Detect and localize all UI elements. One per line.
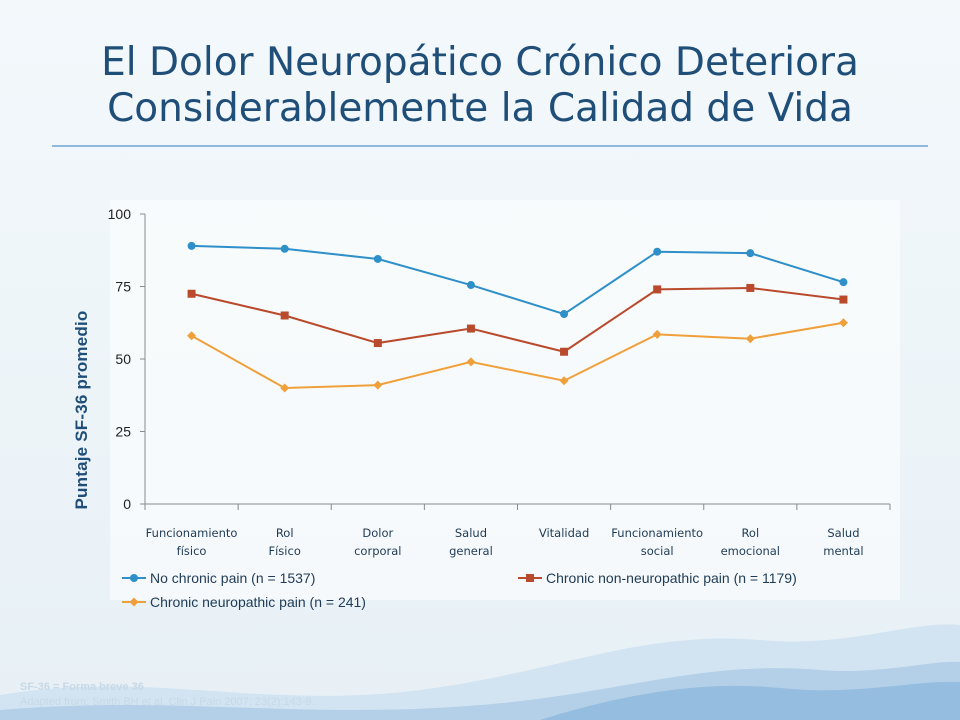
data-point <box>653 247 662 256</box>
footer: SF-36 = Forma breve 36 Adapted from: Smi… <box>20 680 315 710</box>
data-point <box>560 347 569 356</box>
slide-title: El Dolor Neuropático Crónico Deteriora C… <box>0 40 960 132</box>
legend-marker <box>526 574 534 582</box>
data-point <box>746 283 755 292</box>
y-tick-label: 75 <box>115 279 131 295</box>
data-point <box>559 376 569 386</box>
x-tick-label: Funcionamiento <box>611 526 703 540</box>
x-tick-label: corporal <box>354 544 401 558</box>
x-tick-label: general <box>449 544 493 558</box>
x-tick-label: Salud <box>827 526 859 540</box>
title-divider <box>52 145 928 147</box>
data-point <box>466 281 475 290</box>
title-line-2: Considerablemente la Calidad de Vida <box>107 86 853 131</box>
y-tick-label: 25 <box>115 424 131 440</box>
data-point <box>187 289 196 298</box>
x-tick-label: Rol <box>276 526 294 540</box>
legend-marker <box>130 574 138 582</box>
legend-marker <box>129 597 139 607</box>
data-point <box>373 380 383 390</box>
x-tick-label: Rol <box>741 526 759 540</box>
data-point <box>280 383 290 393</box>
data-point <box>187 331 197 341</box>
y-tick-label: 0 <box>123 496 131 512</box>
data-point <box>745 334 755 344</box>
x-tick-label: mental <box>823 544 863 558</box>
legend-label: No chronic pain (n = 1537) <box>150 570 315 586</box>
x-tick-label: Físico <box>269 544 301 558</box>
footer-citation: Adapted from: Smith BH et al. Clin J Pai… <box>20 696 315 708</box>
data-point <box>280 244 289 253</box>
series-line <box>191 286 844 353</box>
series-line <box>191 244 844 316</box>
data-point <box>652 329 662 339</box>
legend-label: Chronic non-neuropathic pain (n = 1179) <box>546 570 797 586</box>
data-point <box>187 241 196 250</box>
series-line <box>191 321 844 390</box>
title-line-1: El Dolor Neuropático Crónico Deteriora <box>101 40 859 85</box>
legend-label: Chronic neuropathic pain (n = 241) <box>150 594 366 610</box>
data-point <box>653 285 662 294</box>
data-point <box>373 254 382 263</box>
data-point <box>839 295 848 304</box>
x-tick-label: Funcionamiento <box>146 526 238 540</box>
data-point <box>373 339 382 348</box>
data-point <box>560 310 569 319</box>
data-point <box>466 324 475 333</box>
x-tick-label: Vitalidad <box>539 526 589 540</box>
x-tick-label: físico <box>177 544 207 558</box>
x-tick-label: Dolor <box>362 526 393 540</box>
footer-abbreviation: SF-36 = Forma breve 36 <box>20 681 144 693</box>
decorative-wave <box>0 624 960 720</box>
data-point <box>838 318 848 328</box>
y-tick-label: 50 <box>115 351 131 367</box>
x-tick-label: Salud <box>455 526 487 540</box>
plot-area <box>110 200 900 600</box>
x-tick-label: emocional <box>721 544 780 558</box>
y-tick-label: 100 <box>108 206 132 222</box>
data-point <box>280 311 289 320</box>
data-point <box>839 278 848 287</box>
x-tick-label: social <box>641 544 674 558</box>
data-point <box>466 357 476 367</box>
data-point <box>746 249 755 258</box>
